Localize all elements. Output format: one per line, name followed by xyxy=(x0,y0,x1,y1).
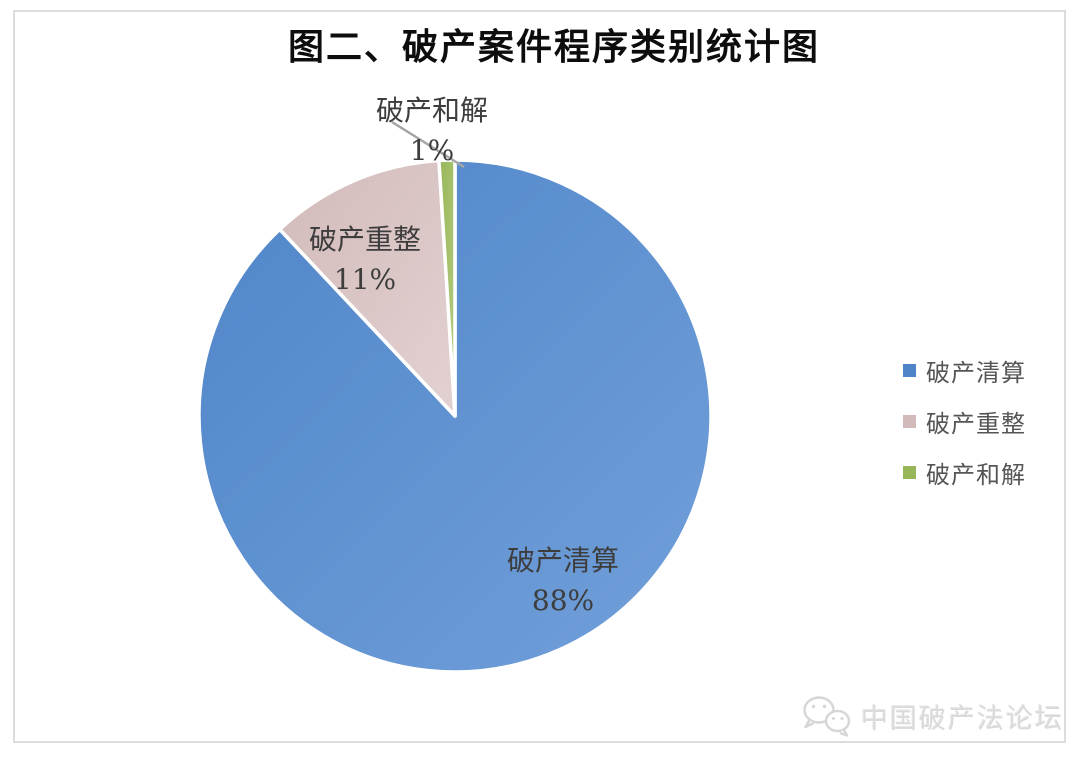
watermark: 中国破产法论坛 xyxy=(800,690,1064,742)
data-label-hejie: 破产和解 1% xyxy=(322,91,542,171)
data-label-chongzheng-pct: 11% xyxy=(333,263,397,296)
data-label-qingsuan-pct: 88% xyxy=(531,584,595,617)
legend: 破产清算 破产重整 破产和解 xyxy=(903,351,1073,504)
legend-label: 破产和解 xyxy=(926,460,1026,489)
legend-item-chongzheng: 破产重整 xyxy=(903,402,1073,440)
legend-swatch xyxy=(903,414,916,428)
data-label-chongzheng: 破产重整 11% xyxy=(255,220,475,300)
data-label-hejie-name: 破产和解 xyxy=(375,94,488,127)
chart-title: 图二、破产案件程序类别统计图 xyxy=(287,26,820,68)
data-label-hejie-pct: 1% xyxy=(409,134,455,167)
leader-line-hejie xyxy=(391,120,465,169)
data-label-chongzheng-name: 破产重整 xyxy=(308,223,421,256)
pie-slices xyxy=(197,158,713,674)
legend-item-hejie: 破产和解 xyxy=(903,453,1073,491)
watermark-text: 中国破产法论坛 xyxy=(861,703,1064,735)
data-label-qingsuan-name: 破产清算 xyxy=(506,544,619,577)
wechat-icon xyxy=(803,696,851,737)
data-label-qingsuan: 破产清算 88% xyxy=(453,541,673,621)
legend-swatch xyxy=(903,363,916,377)
legend-swatch xyxy=(903,465,916,479)
pie-slice-1 xyxy=(278,158,457,418)
legend-label: 破产重整 xyxy=(926,409,1026,438)
legend-item-qingsuan: 破产清算 xyxy=(903,351,1073,389)
legend-label: 破产清算 xyxy=(926,358,1026,387)
